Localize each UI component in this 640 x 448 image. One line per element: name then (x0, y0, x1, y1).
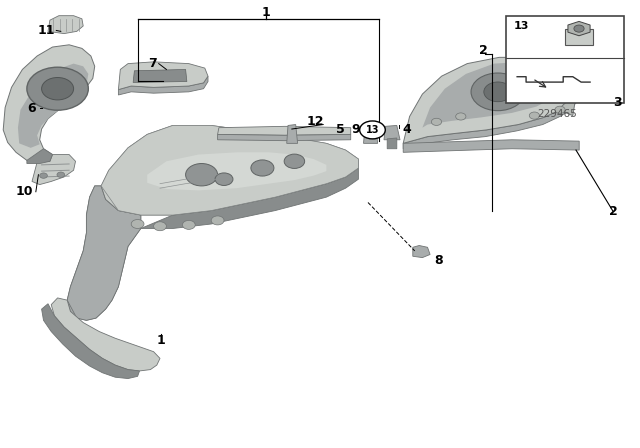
Polygon shape (32, 155, 76, 185)
Polygon shape (133, 69, 187, 82)
Polygon shape (67, 186, 141, 320)
Text: 2: 2 (609, 205, 618, 218)
Circle shape (131, 220, 144, 228)
Circle shape (431, 118, 442, 125)
Polygon shape (51, 298, 160, 371)
Circle shape (471, 73, 525, 111)
Polygon shape (18, 64, 88, 148)
Polygon shape (422, 62, 564, 128)
Polygon shape (413, 246, 430, 258)
Polygon shape (218, 126, 351, 135)
Circle shape (360, 121, 385, 139)
Circle shape (42, 78, 74, 100)
Polygon shape (403, 140, 579, 152)
Circle shape (154, 222, 166, 231)
Polygon shape (67, 186, 141, 320)
Polygon shape (118, 76, 208, 95)
Polygon shape (48, 16, 83, 34)
Circle shape (284, 154, 305, 168)
Polygon shape (531, 57, 579, 116)
Text: 7: 7 (148, 57, 157, 70)
Polygon shape (364, 129, 378, 143)
Polygon shape (27, 149, 52, 164)
Text: 9: 9 (351, 122, 360, 136)
Circle shape (555, 106, 565, 113)
Circle shape (484, 82, 512, 102)
Circle shape (186, 164, 218, 186)
Text: 13: 13 (365, 125, 380, 135)
Polygon shape (403, 57, 579, 143)
Polygon shape (568, 22, 590, 36)
Circle shape (211, 216, 224, 225)
Polygon shape (147, 152, 326, 190)
Text: 1: 1 (261, 6, 270, 19)
Polygon shape (101, 125, 358, 215)
Polygon shape (42, 304, 140, 379)
Circle shape (529, 112, 540, 119)
Circle shape (57, 172, 65, 177)
Polygon shape (101, 125, 358, 215)
Text: 11: 11 (38, 24, 56, 37)
Text: 4: 4 (402, 122, 411, 136)
Polygon shape (384, 125, 400, 140)
Polygon shape (141, 168, 358, 228)
Text: 1: 1 (157, 334, 166, 347)
Polygon shape (403, 96, 576, 149)
Polygon shape (218, 134, 351, 141)
Bar (565, 29, 593, 45)
Polygon shape (118, 62, 208, 90)
Text: 2: 2 (479, 43, 488, 57)
Circle shape (574, 25, 584, 32)
Circle shape (182, 220, 195, 229)
Bar (506, 16, 624, 103)
Text: 12: 12 (306, 115, 324, 129)
Text: 229465: 229465 (537, 109, 577, 119)
Circle shape (27, 67, 88, 110)
Text: 3: 3 (613, 95, 622, 109)
Text: 13: 13 (514, 21, 529, 30)
Text: 10: 10 (15, 185, 33, 198)
Polygon shape (287, 125, 298, 143)
Circle shape (215, 173, 233, 185)
Circle shape (251, 160, 274, 176)
Polygon shape (387, 138, 397, 149)
Text: 5: 5 (336, 122, 345, 136)
Text: 8: 8 (434, 254, 443, 267)
Circle shape (456, 113, 466, 120)
Circle shape (40, 173, 47, 178)
Polygon shape (3, 45, 95, 164)
Text: 6: 6 (28, 102, 36, 115)
